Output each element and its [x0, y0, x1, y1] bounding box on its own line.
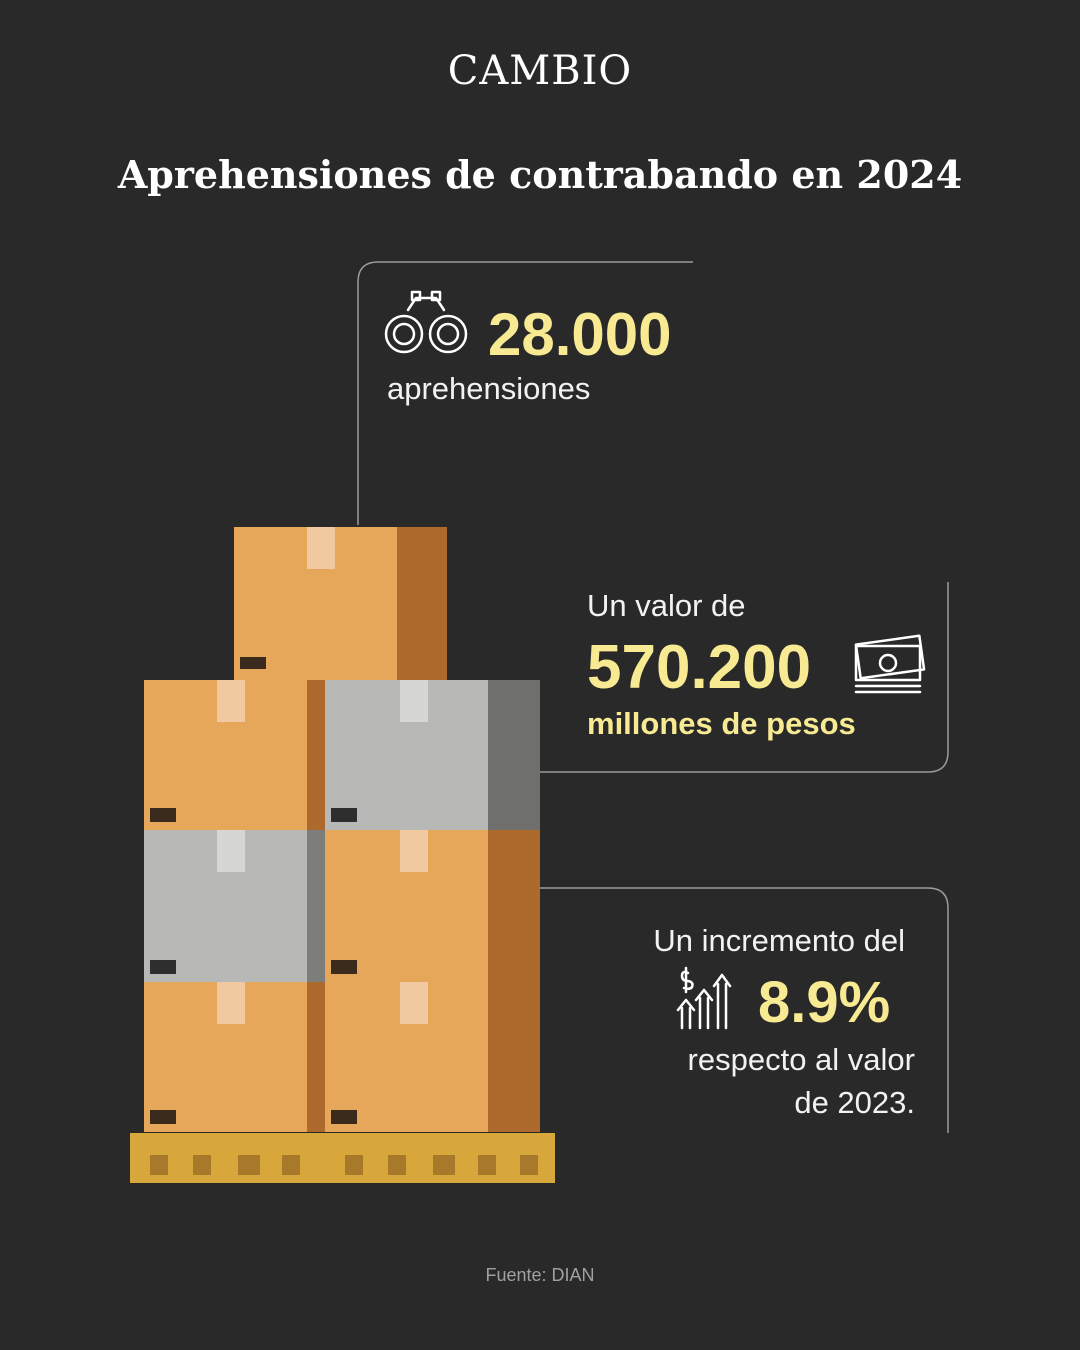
- brand: CAMBIO: [448, 48, 632, 94]
- boxes-illustration: [130, 527, 555, 1183]
- stat-label: aprehensiones: [387, 371, 590, 406]
- stat-suffix: millones de pesos: [587, 706, 856, 741]
- stat-value: 570.200: [587, 633, 811, 702]
- stat-suffix: respecto al valor: [688, 1042, 915, 1077]
- growth-icon: [676, 966, 732, 1030]
- frame: [540, 887, 949, 1133]
- stat-prefix: Un incremento del: [653, 923, 905, 958]
- money-icon: [854, 634, 926, 694]
- stat-suffix: de 2023.: [794, 1085, 915, 1120]
- stat-value: 8.9%: [758, 970, 890, 1035]
- title: Aprehensiones de contrabando en 2024: [117, 152, 962, 197]
- stat-value: 28.000: [488, 301, 672, 368]
- frame: [540, 582, 949, 773]
- stat-prefix: Un valor de: [587, 588, 746, 623]
- handcuffs-icon: [384, 290, 468, 354]
- source: Fuente: DIAN: [485, 1265, 594, 1285]
- frame: [357, 261, 693, 525]
